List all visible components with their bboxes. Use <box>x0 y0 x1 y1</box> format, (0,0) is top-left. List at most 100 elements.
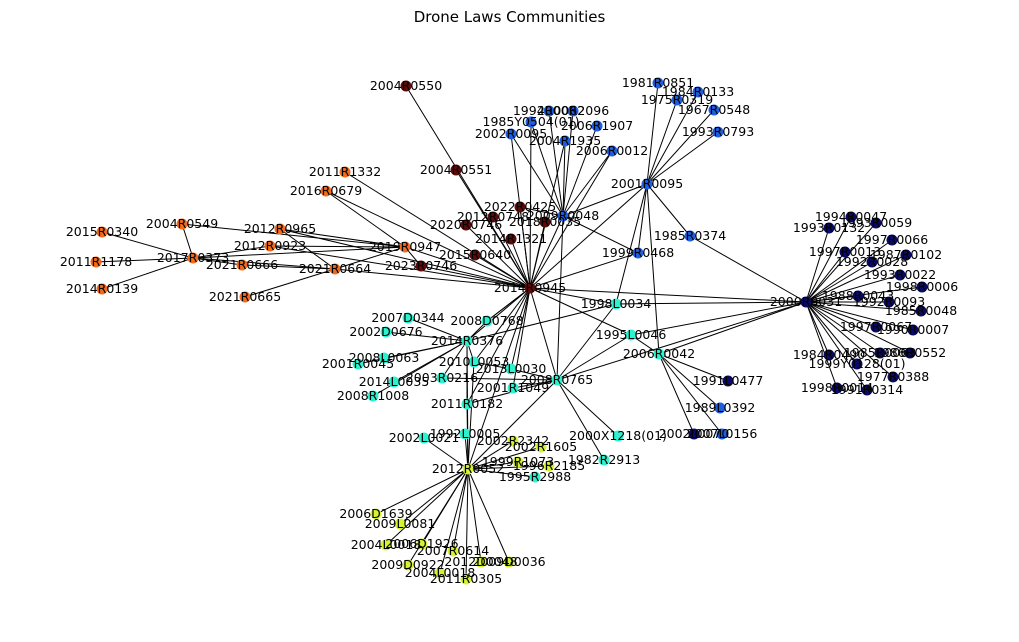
edge <box>441 377 558 381</box>
node-label: 2011R1178 <box>60 254 132 269</box>
node-label: 1991R0314 <box>831 382 903 397</box>
graph-node <box>712 126 724 138</box>
node-label: 2002L0021 <box>389 430 460 445</box>
node-label: 2014R0139 <box>66 281 138 296</box>
edge <box>805 301 911 354</box>
edge <box>805 295 859 303</box>
node-label: 2000X1218(01) <box>569 428 667 443</box>
node-label: 1998R0014 <box>801 380 873 395</box>
edge <box>805 261 873 303</box>
node-label: 2012R0748 <box>457 209 529 224</box>
node-label: 2008L0063 <box>349 350 420 365</box>
edge <box>805 301 830 356</box>
edge <box>441 340 468 379</box>
graph-node <box>652 77 664 89</box>
edge <box>658 353 729 382</box>
node-label: 2000R0031 <box>770 294 842 309</box>
node-label: 2009D0036 <box>472 554 545 569</box>
node-label: 2004L0018 <box>405 565 476 580</box>
graph-node <box>416 538 428 550</box>
node-label: 2015R0640 <box>439 247 511 262</box>
edge <box>805 222 877 303</box>
edge <box>467 446 542 470</box>
edge <box>556 379 619 437</box>
node-label: 2000R2096 <box>537 103 609 118</box>
node-label: 2020R0746 <box>430 217 502 232</box>
node-label: 2004R0549 <box>146 216 218 231</box>
edge <box>344 171 531 289</box>
graph-node <box>714 402 726 414</box>
node-label: 2008R0765 <box>521 372 593 387</box>
graph-node <box>915 305 927 317</box>
graph-node <box>329 263 341 275</box>
edge <box>562 183 648 217</box>
edge <box>646 131 719 185</box>
graph-node <box>461 398 473 410</box>
edge <box>529 121 532 289</box>
edge <box>407 468 469 566</box>
edge <box>241 264 336 270</box>
graph-node <box>236 259 248 271</box>
edge <box>101 257 194 290</box>
graph-node <box>870 321 882 333</box>
edge <box>404 246 531 289</box>
edge <box>399 468 469 525</box>
graph-node <box>434 567 446 579</box>
edge <box>630 334 660 355</box>
node-label: 2015R0340 <box>66 224 138 239</box>
node-label: 2019R0947 <box>369 239 441 254</box>
node-label: 1996R2185 <box>513 458 585 473</box>
graph-node <box>487 211 499 223</box>
node-label: 1995L0046 <box>596 327 667 342</box>
edge <box>372 340 468 397</box>
edge <box>510 287 531 370</box>
edge <box>452 468 469 552</box>
edge <box>467 465 550 470</box>
graph-node <box>625 329 637 341</box>
graph-node <box>716 428 728 440</box>
edge <box>805 254 907 303</box>
node-layer <box>90 77 928 585</box>
edge <box>375 468 469 515</box>
graph-node <box>900 249 912 261</box>
graph-node <box>870 217 882 229</box>
edge <box>510 368 558 381</box>
graph-node <box>505 363 517 375</box>
graph-node <box>525 116 537 128</box>
edge <box>325 190 406 248</box>
edge <box>615 183 648 305</box>
node-label: 1999Y0128(01) <box>809 356 906 371</box>
edge <box>805 301 877 328</box>
edge <box>473 287 531 363</box>
node-label: 2004R0551 <box>420 162 492 177</box>
edge <box>805 227 830 303</box>
node-label: 2011R1332 <box>309 164 381 179</box>
node-label: 1992L0005 <box>430 426 501 441</box>
graph-node <box>399 241 411 253</box>
node-label: 2014L0035 <box>359 374 430 389</box>
node-label: 2006D1926 <box>385 536 458 551</box>
node-label: 2021R0666 <box>206 257 278 272</box>
graph-node <box>512 456 524 468</box>
graph-node <box>894 269 906 281</box>
node-label: 2017R0373 <box>157 250 229 265</box>
graph-node <box>883 296 895 308</box>
edge-layer <box>95 82 923 580</box>
node-label: 1990R0007 <box>877 322 949 337</box>
graph-node <box>96 226 108 238</box>
graph-node <box>320 185 332 197</box>
edge <box>646 82 659 185</box>
edge <box>562 110 574 217</box>
edge <box>192 245 271 259</box>
node-label: 2014R0945 <box>494 280 566 295</box>
graph-node <box>708 104 720 116</box>
node-label: 1986R0552 <box>874 345 946 360</box>
node-label: 2009L0081 <box>365 516 436 531</box>
edge <box>529 287 558 381</box>
graph-node <box>591 120 603 132</box>
graph-node <box>505 233 517 245</box>
edge <box>805 301 838 389</box>
graph-node <box>239 291 251 303</box>
graph-node <box>612 430 624 442</box>
